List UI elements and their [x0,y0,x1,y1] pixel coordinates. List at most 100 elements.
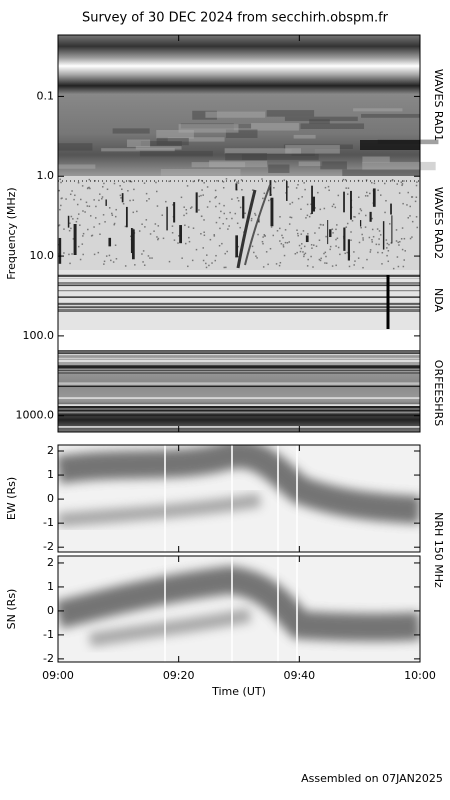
rad2-speckle [296,232,299,235]
rad2-speckle [406,204,408,206]
rad2-speckle [262,236,264,238]
rad2-speckle [299,250,302,253]
rad2-speckle [189,207,192,209]
rad2-speckle [154,223,157,225]
rad2-speckle [269,247,272,250]
rad2-speckle [103,263,105,265]
panel-label: ORFEESHRS [432,360,445,426]
rad2-speckle [310,255,312,258]
rad2-speckle [308,215,311,218]
rad2-speckle [188,236,190,239]
rad2-speckle [323,207,326,210]
rad2-speckle [68,229,71,232]
rad2-speckle [113,223,115,226]
rad2-speckle [254,212,256,215]
rad2-speckle [298,244,301,247]
rad2-speckle [336,237,339,240]
rad2-speckle [345,226,348,228]
rad2-speckle [386,254,388,257]
rad1-texture [225,129,258,138]
title: Survey of 30 DEC 2024 from secchirh.obsp… [82,11,389,26]
rad2-speckle [263,234,266,236]
rad2-speckle [81,185,84,187]
rad2-speckle [288,223,291,225]
rad2-speckle [101,197,103,200]
rad2-speckle [200,233,202,235]
rad2-speckle [65,198,67,200]
rad2-speckle [82,232,85,235]
rad2-speckle [87,186,89,189]
y-axis-label: Frequency (MHz) [5,187,18,279]
rad2-speckle [114,215,117,218]
rad2-speckle [377,189,379,191]
rad2-speckle [360,226,362,229]
rad2-speckle [378,243,380,246]
rad2-speckle [203,182,205,184]
y-tick-label: 0 [47,492,54,505]
rad2-speckle [81,243,84,245]
rad2-speckle [60,181,62,184]
rad1-texture [135,146,182,150]
rad2-speckle [380,194,382,196]
rad2-speckle [115,208,117,211]
rad2-speckle [280,242,283,245]
rad2-image [58,176,420,270]
rad2-speckle [368,236,371,239]
rad2-speckle [354,260,356,262]
rad2-speckle [345,187,347,189]
rad2-speckle [310,244,313,246]
rad2-speckle [328,189,330,192]
rad2-speckle [177,242,179,244]
rad2-speckle [415,184,418,187]
rad1-texture [205,111,266,118]
rad2-speckle [254,214,257,216]
rad2-speckle [262,197,264,200]
y-axis-label: EW (Rs) [5,477,18,520]
rad2-speckle [319,223,322,226]
rad2-speckle [94,180,96,182]
rad1-texture [320,161,347,170]
rad2-speckle [378,238,380,240]
rad1-texture [178,124,239,133]
rad2-speckle [192,180,195,183]
rad2-speckle [279,216,281,218]
rad2-speckle [88,186,90,189]
rad2-speckle [75,220,78,223]
rad2-speckle [304,252,307,255]
rad1-texture [353,108,403,112]
rad2-speckle [381,251,384,254]
rad2-speckle [386,247,388,249]
rad2-speckle [392,267,395,270]
rad2-speckle [108,254,111,257]
rad2-speckle [403,259,405,261]
y-tick-label: 100.0 [23,329,55,342]
footer: Assembled on 07JAN2025 [301,772,443,785]
rad2-speckle [301,196,303,198]
rad2-speckle [111,214,114,216]
rad2-speckle [274,181,277,183]
rad2-speckle [198,195,201,198]
rad2-speckle [82,210,84,212]
rad2-speckle [322,224,325,226]
rad2-speckle [213,234,215,236]
rad2-speckle [407,191,409,194]
rad2-speckle [306,265,309,267]
rad2-speckle [124,265,127,267]
rad2-speckle [72,238,75,240]
rad2-speckle [128,180,130,182]
rad2-speckle [114,244,117,247]
x-axis-label: Time (UT) [211,685,266,698]
rad2-speckle [303,182,305,184]
panel-frame [57,444,421,553]
rad1-texture [160,168,241,176]
rad2-speckle [297,184,299,186]
rad2-speckle [198,209,200,211]
x-tick-label: 09:00 [42,669,74,682]
rad1-texture [285,145,340,154]
rad2-speckle [312,266,314,268]
rad2-speckle [396,256,399,258]
rad2-speckle [60,204,62,207]
rad2-speckle [257,233,259,236]
rad2-speckle [305,217,307,219]
